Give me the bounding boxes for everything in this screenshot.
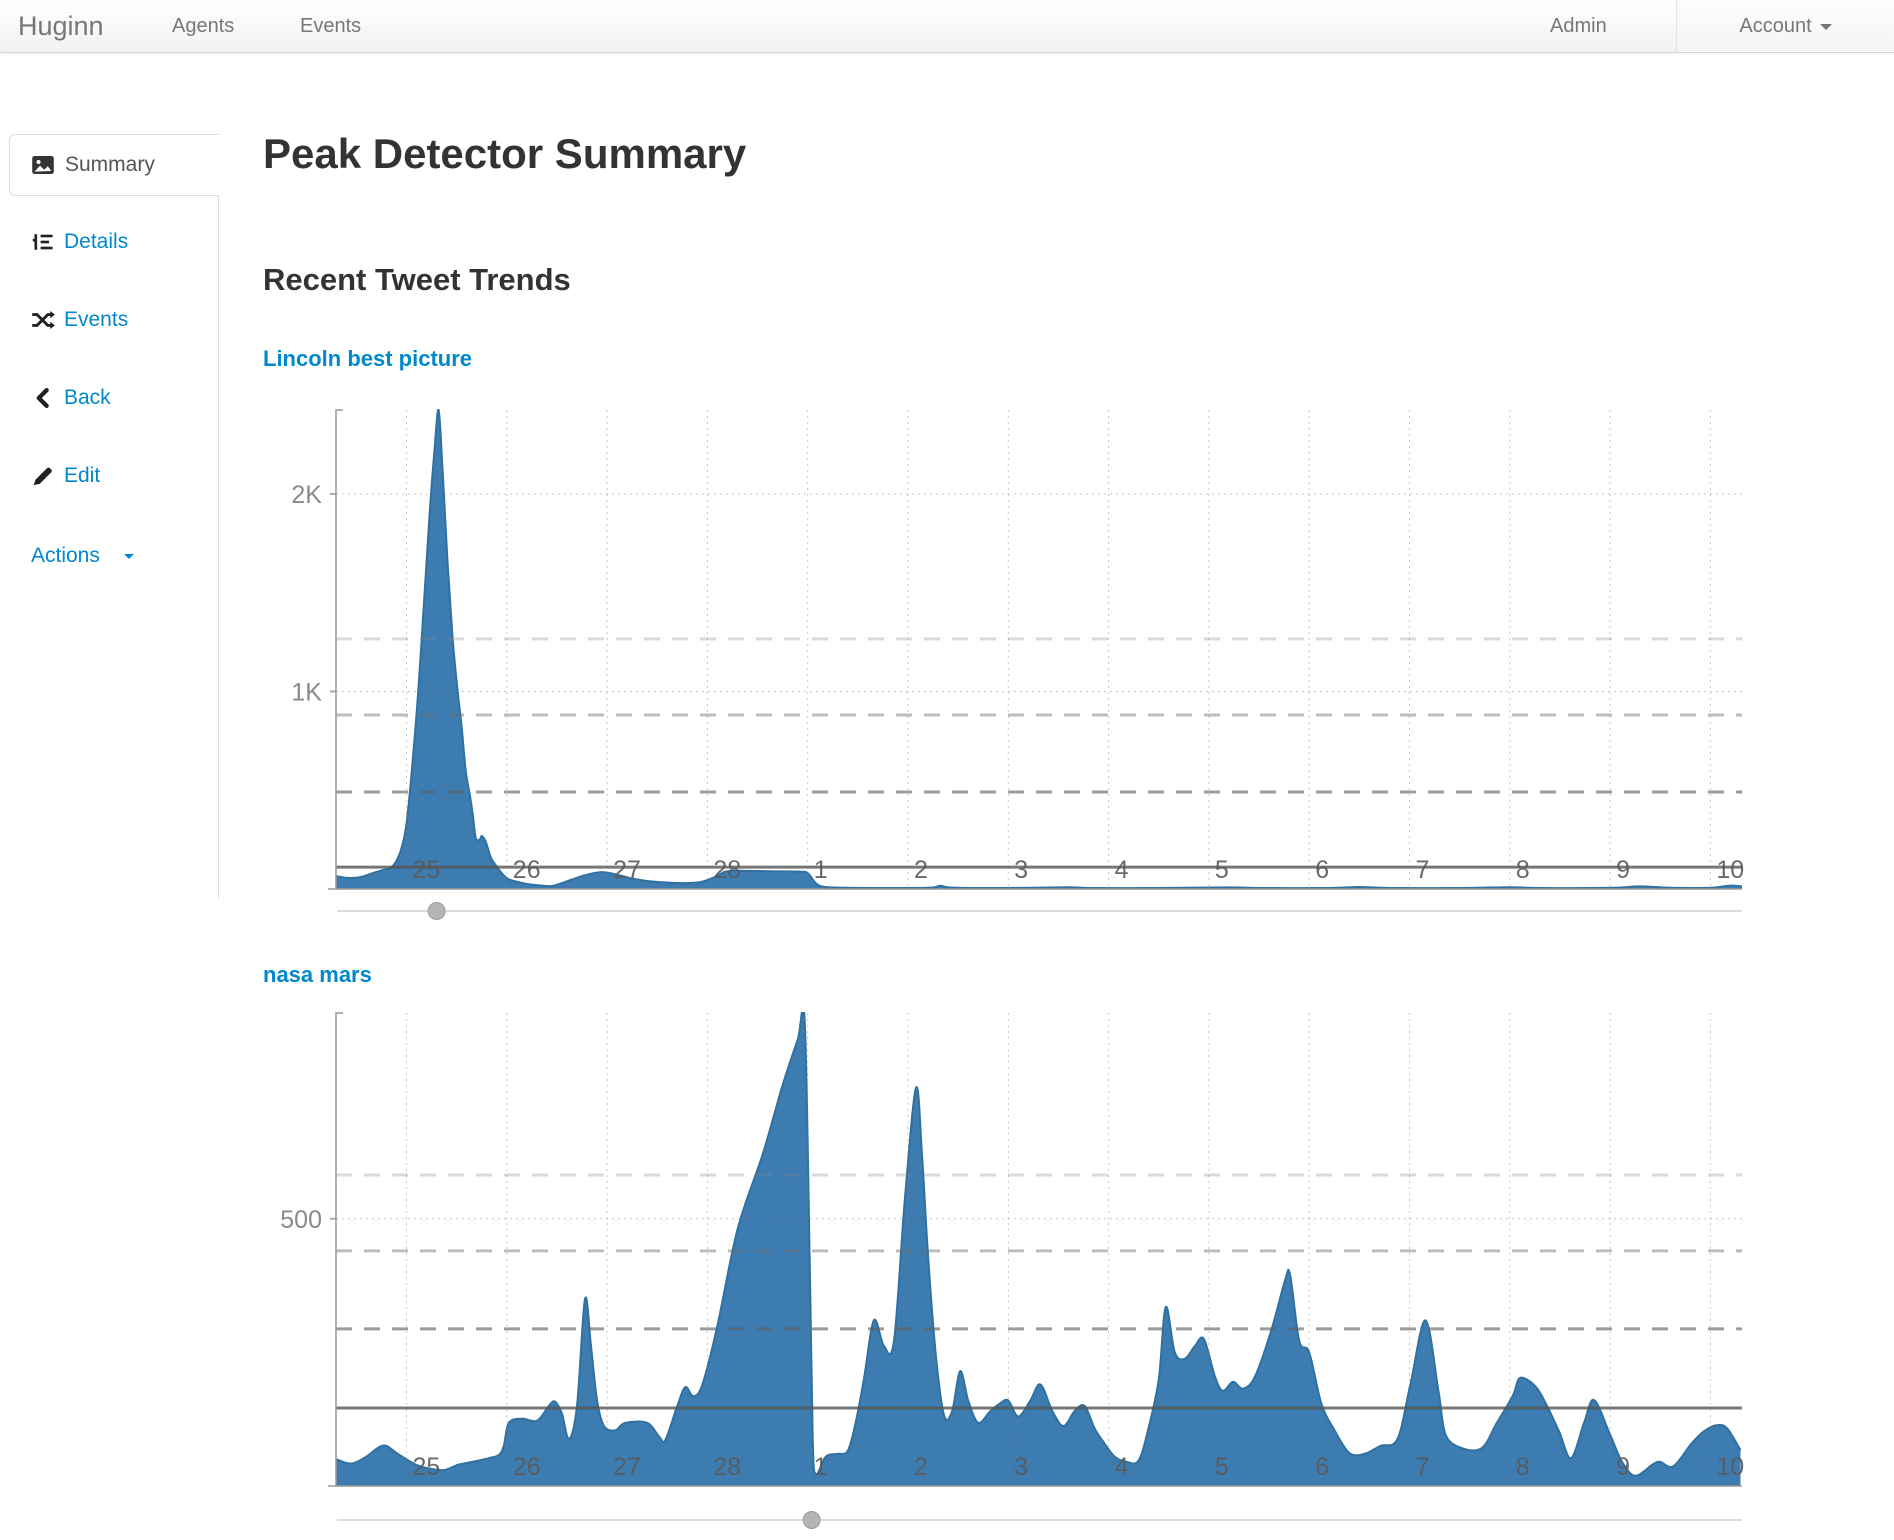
x-tick-label: 3 — [1014, 856, 1028, 884]
x-tick-label: 28 — [713, 1453, 741, 1481]
sidebar-item-summary[interactable]: Summary — [9, 134, 219, 196]
x-tick-label: 8 — [1516, 1453, 1530, 1481]
brand-link[interactable]: Huginn — [18, 11, 104, 41]
caret-down-icon — [124, 554, 134, 559]
details-icon — [32, 234, 53, 250]
x-tick-label: 5 — [1215, 1453, 1229, 1481]
area-series — [336, 1012, 1741, 1486]
image-icon — [32, 156, 54, 174]
nav-item-events[interactable]: Events — [300, 15, 362, 37]
y-tick-label: 2K — [291, 481, 322, 509]
area-series — [336, 409, 1742, 889]
range-slider-handle[interactable] — [802, 1511, 821, 1529]
sidebar-item-label: Actions — [31, 544, 100, 567]
tweet-trend-chart-nasa-mars[interactable]: 25 26 27 28 1 2 3 4 5 6 7 8 9 10 500 — [250, 995, 1810, 1540]
x-tick-label: 27 — [613, 1453, 641, 1481]
x-tick-label: 3 — [1014, 1453, 1028, 1481]
x-tick-label: 2 — [914, 856, 928, 884]
nav-item-agents[interactable]: Agents — [172, 15, 235, 37]
sidebar-item-details[interactable]: Details — [0, 216, 218, 268]
x-tick-label: 6 — [1315, 856, 1329, 884]
section-title: Recent Tweet Trends — [263, 262, 571, 297]
x-tick-label: 6 — [1315, 1453, 1329, 1481]
area-series-line — [336, 409, 1742, 889]
sidebar-item-label: Edit — [64, 464, 101, 487]
sidebar-item-label: Events — [64, 308, 129, 331]
sidebar-item-label: Summary — [65, 153, 155, 176]
chart-2-title-link[interactable]: nasa mars — [263, 962, 372, 987]
axis-lines — [328, 1012, 1742, 1487]
account-menu-toggle[interactable]: Account — [1676, 0, 1894, 52]
y-tick-label: 1K — [291, 678, 322, 706]
x-tick-label: 25 — [413, 1453, 441, 1481]
x-tick-label: 28 — [713, 856, 741, 884]
x-tick-label: 25 — [413, 856, 441, 884]
x-tick-label: 9 — [1616, 856, 1630, 884]
sidebar-item-back[interactable]: Back — [0, 372, 218, 424]
tweet-trend-chart-lincoln[interactable]: 25 26 27 28 1 2 3 4 5 6 7 8 9 10 1K 2K — [250, 390, 1810, 935]
nav-item-admin[interactable]: Admin — [1550, 15, 1607, 37]
x-tick-label: 9 — [1616, 1453, 1630, 1481]
page-title: Peak Detector Summary — [263, 130, 747, 177]
chart-1-title-link[interactable]: Lincoln best picture — [263, 346, 473, 371]
sidebar-actions-dropdown[interactable]: Actions — [0, 530, 218, 582]
x-tick-label: 10 — [1716, 1453, 1744, 1481]
sidebar-divider — [218, 134, 219, 898]
x-tick-label: 7 — [1416, 856, 1430, 884]
x-tick-label: 8 — [1516, 856, 1530, 884]
sidebar-item-label: Back — [64, 386, 111, 409]
x-tick-label: 5 — [1215, 856, 1229, 884]
x-tick-label: 7 — [1416, 1453, 1430, 1481]
x-tick-label: 2 — [914, 1453, 928, 1481]
x-tick-label: 1 — [814, 856, 828, 884]
x-tick-label: 4 — [1115, 856, 1129, 884]
pencil-icon — [34, 467, 52, 485]
area-series-line — [336, 1012, 1742, 1477]
axis-lines — [328, 409, 1742, 890]
x-tick-label: 4 — [1115, 1453, 1129, 1481]
caret-down-icon — [1819, 23, 1832, 30]
account-label: Account — [1739, 15, 1812, 37]
range-slider-handle[interactable] — [427, 902, 446, 920]
sidebar-item-events[interactable]: Events — [0, 294, 218, 346]
sidebar-item-label: Details — [64, 230, 129, 253]
sidebar-item-edit[interactable]: Edit — [0, 450, 218, 502]
x-tick-label: 10 — [1716, 856, 1744, 884]
y-tick-label: 500 — [280, 1206, 322, 1234]
x-tick-label: 26 — [513, 1453, 541, 1481]
x-tick-label: 27 — [613, 856, 641, 884]
chevron-left-icon — [36, 388, 49, 408]
navbar: Huginn Agents Events Admin Account — [0, 0, 1894, 53]
x-tick-label: 1 — [814, 1453, 828, 1481]
shuffle-icon — [32, 311, 55, 329]
x-tick-label: 26 — [513, 856, 541, 884]
